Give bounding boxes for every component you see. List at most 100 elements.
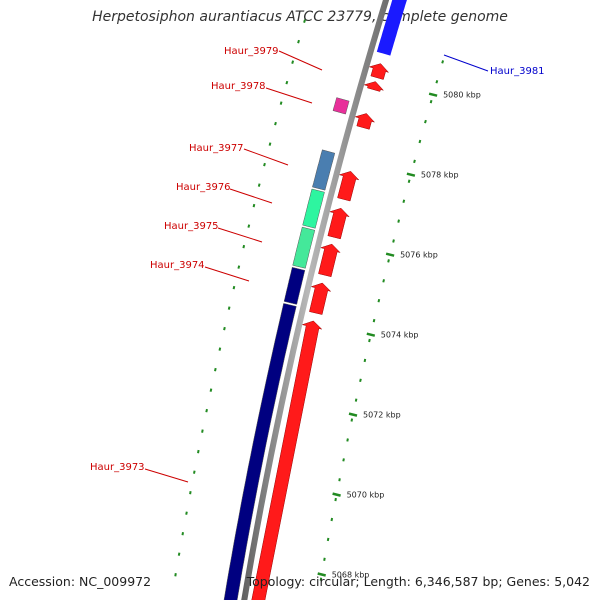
scale-tick-minor (441, 60, 445, 64)
scale-tick-outer (268, 142, 272, 146)
scale-tick-minor (334, 497, 337, 502)
scale-tick-minor (413, 159, 416, 164)
leader-line (144, 468, 189, 483)
backbone-line (241, 0, 390, 600)
scale-label: 5072 kbp (363, 411, 401, 420)
gene-forward-segment (318, 243, 341, 278)
scale-tick-minor (429, 99, 433, 104)
scale-tick-minor (346, 438, 349, 442)
scale-label: 5080 kbp (443, 91, 481, 100)
leader-line (243, 148, 289, 166)
scale-tick-minor (424, 119, 427, 124)
scale-tick-outer (209, 388, 213, 392)
scale-tick-outer (257, 183, 261, 187)
scale-tick-minor (377, 298, 381, 303)
scale-tick-minor (354, 398, 358, 402)
gene-Haur_3976 (302, 188, 325, 229)
gene-label: Haur_3978 (211, 81, 266, 92)
scale-tick-minor (323, 557, 326, 561)
scale-tick-outer (227, 306, 231, 310)
accession-text: Accession: NC_009972 (9, 574, 152, 589)
scale-tick-minor (338, 478, 341, 482)
scale-tick-major (428, 92, 438, 97)
scale-tick-minor (382, 279, 385, 283)
gene-features (223, 0, 407, 600)
scale-ticks: 5068 kbp 5070 kbp 5072 kbp 5074 kbp 5076 kbp… (174, 19, 481, 581)
scale-label: 5070 kbp (347, 491, 385, 500)
scale-tick-outer (232, 285, 236, 290)
gene-forward-segment (337, 171, 360, 202)
scale-tick-outer (174, 573, 177, 577)
gene-label: Haur_3979 (224, 46, 279, 57)
scale-tick-minor (418, 139, 422, 144)
scale-tick-outer (181, 532, 184, 536)
scale-tick-minor (397, 219, 400, 223)
gene-Haur_3981 (376, 0, 407, 56)
scale-label: 5074 kbp (381, 331, 419, 340)
scale-tick-outer (205, 408, 208, 413)
scale-tick-outer (242, 244, 246, 249)
scale-tick-outer (214, 367, 217, 372)
gene-label: Haur_3975 (164, 221, 219, 232)
scale-tick-outer (237, 265, 241, 269)
scale-tick-outer (185, 511, 188, 515)
scale-tick-major (406, 172, 416, 177)
scale-tick-outer (223, 326, 226, 331)
leader-line (278, 50, 323, 71)
scale-tick-minor (387, 259, 390, 263)
gene-Haur_3974 (283, 266, 306, 305)
scale-tick-outer (297, 39, 300, 44)
scale-tick-minor (363, 358, 367, 363)
gene-label: Haur_3981 (490, 66, 545, 77)
genome-backbone (241, 0, 390, 600)
gene-labels: Haur_3973 Haur_3974 Haur_3975 Haur_3976 Haur… (90, 46, 545, 483)
map-title: Herpetosiphon aurantiacus ATCC 23779, co… (92, 9, 508, 25)
topology-text: Topology: circular; Length: 6,346,587 bp… (246, 574, 590, 589)
gene-forward-segment (363, 81, 385, 92)
leader-line (204, 266, 250, 282)
gene-forward-segment (251, 320, 323, 600)
gene-label: Haur_3974 (150, 260, 205, 271)
gene-label: Haur_3977 (189, 143, 244, 154)
scale-label: 5078 kbp (421, 171, 459, 180)
leader-line (265, 87, 313, 104)
scale-tick-outer (252, 203, 256, 208)
scale-tick-minor (342, 458, 345, 462)
scale-tick-outer (291, 60, 295, 64)
gene-Haur_3978 (332, 97, 350, 115)
scale-tick-minor (402, 199, 406, 203)
scale-tick-minor (435, 80, 439, 84)
scale-tick-outer (274, 121, 277, 126)
scale-tick-major (332, 492, 341, 497)
gene-forward-segment (354, 113, 376, 130)
scale-tick-minor (368, 338, 371, 343)
gene-forward-segment (309, 282, 332, 315)
gene-forward-segment (327, 207, 350, 240)
gene-label: Haur_3973 (90, 462, 145, 473)
scale-tick-outer (247, 224, 251, 228)
scale-label: 5068 kbp (332, 571, 370, 580)
scale-tick-outer (201, 429, 204, 433)
scale-tick-outer (218, 347, 222, 351)
scale-tick-outer (189, 491, 192, 495)
scale-tick-outer (303, 19, 306, 23)
scale-tick-outer (279, 101, 283, 105)
leader-line (229, 188, 273, 204)
scale-tick-outer (197, 449, 200, 454)
leader-line (217, 227, 263, 243)
scale-tick-major (385, 252, 395, 257)
gene-Haur_3977 (312, 149, 336, 191)
leader-line (443, 54, 489, 72)
scale-tick-minor (326, 537, 330, 542)
gene-forward-segment (368, 63, 390, 80)
scale-tick-outer (177, 552, 181, 556)
scale-tick-outer (263, 162, 266, 167)
scale-tick-outer (193, 470, 196, 474)
scale-tick-minor (359, 378, 362, 383)
scale-tick-major (317, 572, 327, 577)
gene-Haur_3975 (292, 226, 316, 269)
gene-label: Haur_3976 (176, 182, 231, 193)
scale-tick-minor (372, 318, 376, 323)
scale-tick-minor (407, 179, 411, 184)
